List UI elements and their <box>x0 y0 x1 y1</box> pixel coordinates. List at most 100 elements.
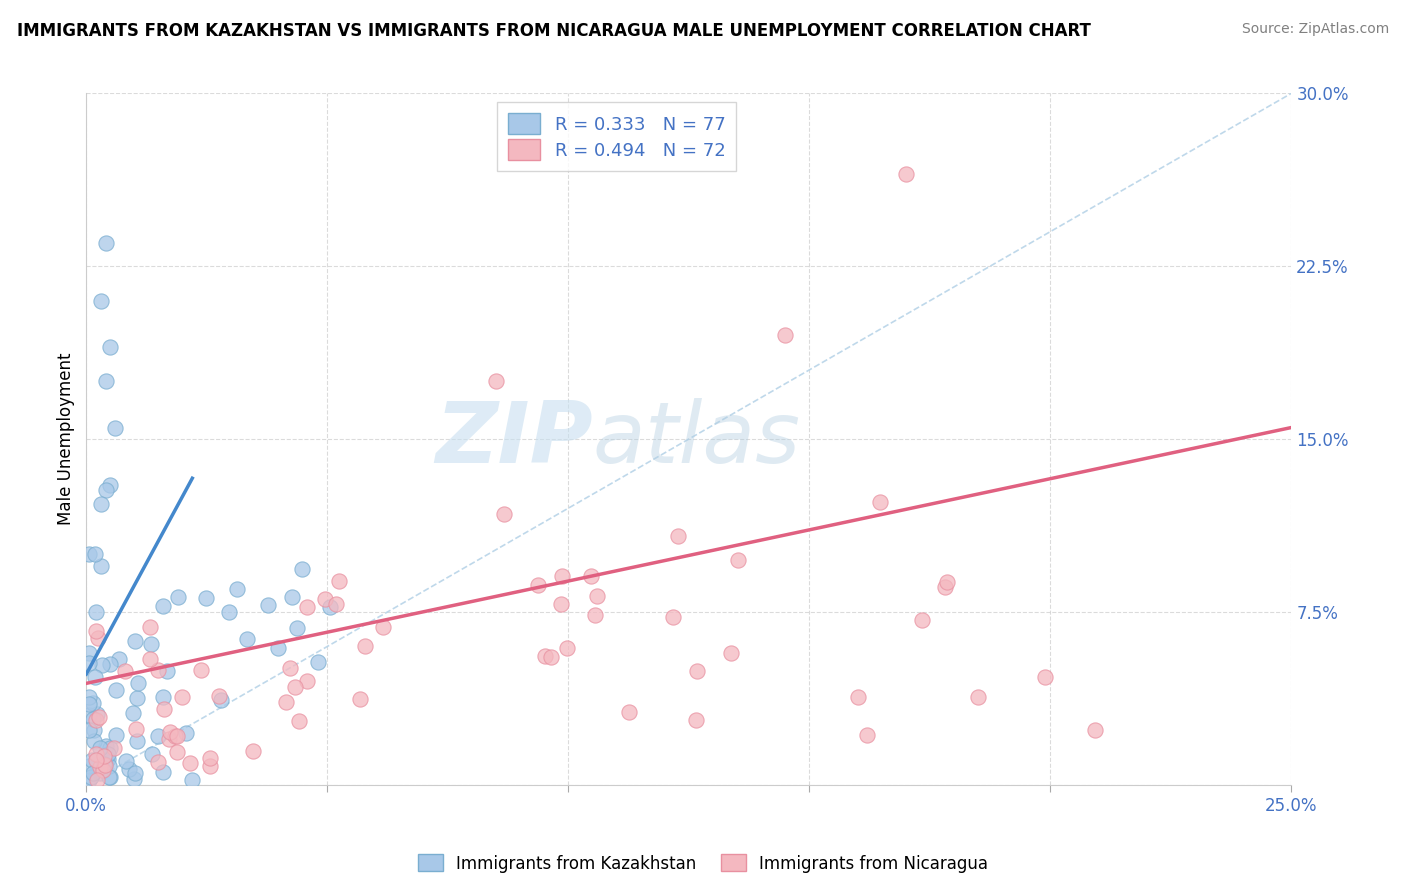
Point <box>93 757 115 772</box>
Point <box>934 580 956 594</box>
Point <box>77 723 100 738</box>
Point <box>89 760 111 774</box>
Point <box>288 714 311 728</box>
Point <box>82 712 104 726</box>
Point <box>284 681 307 695</box>
Point <box>869 495 891 509</box>
Point <box>297 674 319 689</box>
Point <box>82 766 104 780</box>
Point <box>83 734 105 748</box>
Point <box>83 670 105 684</box>
Point <box>1084 723 1107 738</box>
Point <box>138 652 160 666</box>
Point <box>80 770 103 784</box>
Point <box>218 605 240 619</box>
Point <box>127 734 149 748</box>
Point <box>89 765 111 780</box>
Point <box>267 640 290 655</box>
Point <box>97 747 120 762</box>
Point <box>86 706 108 721</box>
Point <box>125 690 148 705</box>
Point <box>662 610 685 624</box>
Point <box>159 724 181 739</box>
Y-axis label: Male Unemployment: Male Unemployment <box>58 353 75 525</box>
Point <box>585 589 607 603</box>
Point <box>935 575 957 590</box>
Point <box>125 722 148 736</box>
Point <box>685 714 707 728</box>
Point <box>172 690 194 705</box>
Point <box>278 661 301 675</box>
Text: IMMIGRANTS FROM KAZAKHSTAN VS IMMIGRANTS FROM NICARAGUA MALE UNEMPLOYMENT CORREL: IMMIGRANTS FROM KAZAKHSTAN VS IMMIGRANTS… <box>17 22 1091 40</box>
Point <box>686 664 709 678</box>
Point <box>104 420 127 434</box>
Point <box>152 690 174 705</box>
Point <box>91 764 114 778</box>
Point <box>100 478 122 492</box>
Point <box>98 770 121 784</box>
Point <box>97 759 120 773</box>
Point <box>534 649 557 664</box>
Text: Source: ZipAtlas.com: Source: ZipAtlas.com <box>1241 22 1389 37</box>
Point <box>84 547 107 561</box>
Point <box>93 749 115 764</box>
Point <box>280 590 302 604</box>
Point <box>86 773 108 788</box>
Point <box>166 745 188 759</box>
Point <box>77 547 100 561</box>
Point <box>107 652 129 666</box>
Point <box>274 695 297 709</box>
Point <box>83 723 105 738</box>
Point <box>540 649 562 664</box>
Point <box>353 639 375 653</box>
Point <box>89 710 111 724</box>
Point <box>619 705 641 719</box>
Point <box>1035 670 1057 684</box>
Point <box>349 691 371 706</box>
Point <box>97 752 120 766</box>
Point <box>90 658 112 673</box>
Point <box>100 741 122 756</box>
Point <box>314 591 336 606</box>
Point <box>551 569 574 583</box>
Point <box>492 507 515 521</box>
Point <box>720 646 742 660</box>
Point <box>94 483 117 497</box>
Point <box>90 558 112 573</box>
Point <box>198 750 221 764</box>
Point <box>226 582 249 596</box>
Point <box>87 631 110 645</box>
Point <box>122 772 145 786</box>
Point <box>94 758 117 772</box>
Point <box>82 696 104 710</box>
Point <box>77 773 100 788</box>
Point <box>167 590 190 604</box>
Point <box>180 773 202 788</box>
Point <box>139 637 162 651</box>
Point <box>80 753 103 767</box>
Point <box>105 727 128 741</box>
Point <box>967 690 990 705</box>
Legend: R = 0.333   N = 77, R = 0.494   N = 72: R = 0.333 N = 77, R = 0.494 N = 72 <box>496 103 737 171</box>
Point <box>77 697 100 711</box>
Point <box>118 762 141 776</box>
Point <box>208 690 231 704</box>
Point <box>166 729 188 743</box>
Point <box>328 574 350 588</box>
Point <box>583 608 606 623</box>
Point <box>308 655 330 669</box>
Point <box>141 747 163 762</box>
Point <box>152 702 174 716</box>
Point <box>146 663 169 677</box>
Point <box>555 640 578 655</box>
Point <box>894 167 917 181</box>
Point <box>84 713 107 727</box>
Point <box>235 632 257 646</box>
Point <box>550 597 572 611</box>
Point <box>90 497 112 511</box>
Point <box>77 690 100 704</box>
Point <box>127 676 149 690</box>
Point <box>727 553 749 567</box>
Point <box>77 759 100 773</box>
Point <box>84 624 107 639</box>
